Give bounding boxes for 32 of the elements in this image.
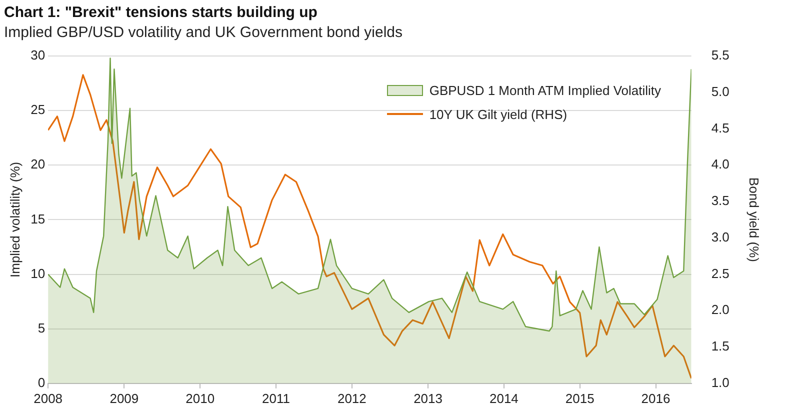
x-tick-label: 2011 [262, 390, 290, 406]
legend-label: 10Y UK Gilt yield (RHS) [429, 106, 568, 122]
y2-tick-label: 5.5 [711, 48, 730, 63]
x-tick-label: 2008 [34, 390, 63, 406]
y-tick-label: 30 [30, 48, 46, 63]
y-tick-label: 25 [30, 102, 46, 118]
chart-subtitle: Implied GBP/USD volatility and UK Government bond yields [4, 24, 403, 42]
y-tick-label: 5 [38, 320, 46, 336]
y-axis-title: Implied volatility (%) [7, 162, 22, 278]
y2-tick-label: 2.0 [711, 302, 730, 318]
y2-tick-label: 1.0 [711, 374, 730, 390]
x-tick-label: 2013 [414, 390, 442, 406]
y-tick-label: 10 [30, 266, 46, 281]
x-tick-label: 2014 [489, 390, 518, 406]
y-tick-label: 20 [30, 156, 46, 172]
y-tick-label: 0 [38, 374, 46, 390]
legend-label: GBPUSD 1 Month ATM Implied Volatility [429, 82, 662, 98]
x-tick-label: 2009 [110, 390, 139, 406]
x-tick-label: 2015 [565, 390, 594, 406]
y2-axis-title: Bond yield (%) [746, 177, 762, 262]
x-tick-label: 2012 [337, 390, 366, 406]
y2-tick-label: 2.5 [711, 266, 730, 281]
y2-tick-label: 5.0 [711, 84, 730, 99]
y2-tick-label: 4.0 [711, 156, 730, 172]
y2-tick-label: 1.5 [711, 338, 730, 354]
y2-tick-label: 3.5 [711, 193, 730, 208]
y2-tick-label: 4.5 [711, 120, 730, 136]
y2-tick-label: 3.0 [711, 229, 730, 244]
x-tick-label: 2016 [641, 390, 670, 406]
chart-title: Chart 1: "Brexit" tensions starts building up [4, 4, 318, 22]
x-tick-label: 2010 [186, 390, 215, 406]
y-tick-label: 15 [30, 211, 46, 226]
